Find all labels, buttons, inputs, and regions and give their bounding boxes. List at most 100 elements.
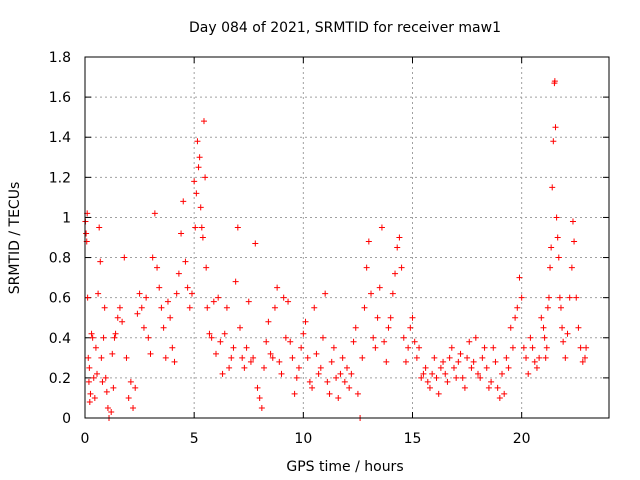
y-tick-label: 0 <box>62 411 71 427</box>
data-point <box>376 284 383 291</box>
data-point <box>245 298 252 305</box>
data-point <box>389 290 396 297</box>
data-point <box>319 334 326 341</box>
data-point <box>83 230 90 237</box>
data-point <box>496 394 503 401</box>
data-point <box>206 330 213 337</box>
data-point <box>252 240 259 247</box>
data-point <box>85 378 92 385</box>
data-point <box>483 364 490 371</box>
data-point <box>533 364 540 371</box>
data-point <box>392 270 399 277</box>
data-point <box>282 334 289 341</box>
data-point <box>145 334 152 341</box>
data-point <box>333 374 340 381</box>
data-point <box>228 354 235 361</box>
data-point <box>125 394 132 401</box>
data-point <box>254 384 261 391</box>
data-point <box>202 174 209 181</box>
data-point <box>306 378 313 385</box>
data-point <box>204 304 211 311</box>
data-point <box>293 374 300 381</box>
data-point <box>237 324 244 331</box>
data-point <box>215 294 222 301</box>
data-point <box>289 354 296 361</box>
data-point <box>114 314 121 321</box>
data-point <box>217 338 224 345</box>
data-point <box>581 354 588 361</box>
data-point <box>127 378 134 385</box>
y-tick-label: 1.8 <box>49 50 71 66</box>
data-point <box>352 324 359 331</box>
data-point <box>569 218 576 225</box>
data-point <box>564 330 571 337</box>
y-axis-label: SRMTID / TECUs <box>7 182 23 295</box>
data-point <box>509 344 516 351</box>
data-point <box>556 294 563 301</box>
data-point <box>134 310 141 317</box>
data-point <box>368 290 375 297</box>
data-point <box>499 370 506 377</box>
data-point <box>400 334 407 341</box>
data-point <box>103 388 110 395</box>
data-point <box>453 374 460 381</box>
data-point <box>198 224 205 231</box>
data-point <box>555 254 562 261</box>
y-tick-labels: 0 0.2 0.4 0.6 0.8 1 1.2 1.4 1.6 1.8 <box>49 50 71 427</box>
data-point <box>111 334 118 341</box>
data-point <box>512 314 519 321</box>
data-point <box>326 390 333 397</box>
data-point <box>199 234 206 241</box>
data-point <box>87 390 94 397</box>
data-point <box>433 374 440 381</box>
data-point <box>317 364 324 371</box>
data-point <box>169 344 176 351</box>
data-point <box>527 334 534 341</box>
data-point <box>258 404 265 411</box>
data-point <box>167 314 174 321</box>
data-point <box>350 338 357 345</box>
data-point <box>583 344 590 351</box>
data-point <box>186 304 193 311</box>
data-point <box>291 390 298 397</box>
data-point <box>481 344 488 351</box>
data-point <box>554 234 561 241</box>
data-point <box>374 314 381 321</box>
data-point <box>304 354 311 361</box>
data-point <box>195 164 202 171</box>
data-point <box>387 314 394 321</box>
data-point <box>394 244 401 251</box>
data-point <box>213 350 219 357</box>
data-point <box>300 330 307 337</box>
data-point <box>381 338 388 345</box>
data-point <box>378 224 385 231</box>
data-point <box>422 364 429 371</box>
data-point <box>442 370 449 377</box>
data-point <box>531 358 538 365</box>
data-point <box>102 374 109 381</box>
data-point <box>226 364 233 371</box>
data-point <box>328 358 335 365</box>
data-point <box>396 234 403 241</box>
data-point <box>230 344 237 351</box>
data-point <box>219 370 226 377</box>
data-point <box>130 404 137 411</box>
data-point <box>575 324 582 331</box>
data-point <box>450 364 457 371</box>
data-point <box>324 378 331 385</box>
data-point <box>455 358 462 365</box>
data-point <box>420 370 427 377</box>
data-point <box>191 178 198 185</box>
data-point <box>274 284 281 291</box>
data-point <box>285 298 292 305</box>
data-point <box>232 278 239 285</box>
data-point <box>541 334 548 341</box>
data-point <box>109 350 116 357</box>
data-point <box>247 358 254 365</box>
data-point <box>346 384 353 391</box>
x-axis-label: GPS time / hours <box>286 459 403 475</box>
data-point <box>243 344 250 351</box>
data-point <box>269 354 276 361</box>
data-point <box>171 358 178 365</box>
